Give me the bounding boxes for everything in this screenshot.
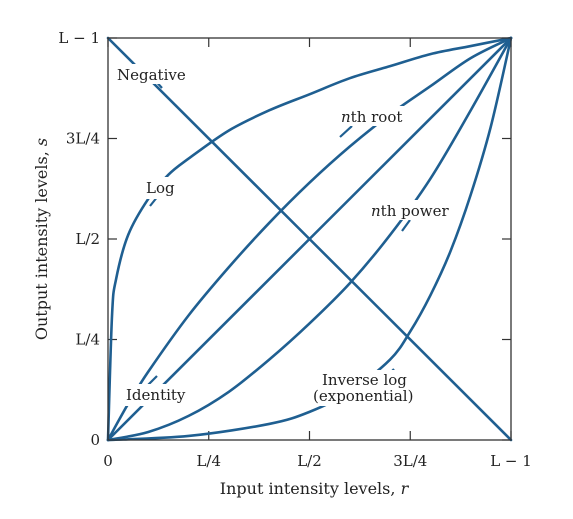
x-tick-label-l-4: L/4 xyxy=(196,452,221,470)
nth-root-leader xyxy=(339,125,353,138)
x-tick-label-0: 0 xyxy=(103,452,113,470)
y-tick-label-l-2: L/2 xyxy=(75,230,100,248)
nth-root-label: nth root xyxy=(341,108,402,126)
nth-root-rest: th root xyxy=(351,108,403,126)
y-axis-title-var: s xyxy=(32,138,51,146)
y-axis-title: Output intensity levels, s xyxy=(32,138,51,340)
x-axis-title-var: r xyxy=(401,479,410,498)
curves xyxy=(106,36,513,442)
nth-power-leader xyxy=(401,219,411,232)
series-nth-power xyxy=(106,36,513,442)
x-tick-label-3l-4: 3L/4 xyxy=(393,452,427,470)
series-nth-root xyxy=(106,36,513,442)
x-axis-title-text: Input intensity levels, xyxy=(220,479,401,498)
nth-power-label: nth power xyxy=(371,202,449,220)
nth-power-rest: th power xyxy=(381,202,450,220)
y-tick-label-l-4: L/4 xyxy=(75,331,100,349)
y-tick-label-3l-4: 3L/4 xyxy=(66,130,100,148)
inverse-log-label-line1: Inverse log xyxy=(322,371,407,389)
series-inverse-log-exponential xyxy=(106,36,513,442)
curve-labels: Negative Log nth root nth power Identity… xyxy=(114,64,459,406)
nth-power-n: n xyxy=(371,202,381,220)
series-log xyxy=(106,36,513,442)
y-tick-label-0: 0 xyxy=(90,431,100,449)
y-axis-title-text: Output intensity levels, xyxy=(32,146,51,340)
tick-labels: 0 L/4 L/2 3L/4 L − 1 0 L/4 L/2 3L/4 L − 1 xyxy=(58,29,531,470)
y-tick-label-l-1: L − 1 xyxy=(58,29,100,47)
inverse-log-label-line2: (exponential) xyxy=(313,387,413,405)
x-tick-label-l-2: L/2 xyxy=(297,452,322,470)
plot-frame xyxy=(107,37,512,441)
negative-label: Negative xyxy=(117,66,186,84)
nth-root-n: n xyxy=(341,108,351,126)
x-tick-label-l-1: L − 1 xyxy=(490,452,532,470)
log-label: Log xyxy=(146,179,175,197)
identity-label: Identity xyxy=(126,386,186,404)
x-axis-title: Input intensity levels, r xyxy=(220,479,410,498)
